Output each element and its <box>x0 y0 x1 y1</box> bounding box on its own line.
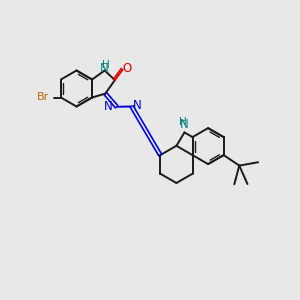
Text: N: N <box>104 100 113 113</box>
Text: H: H <box>102 60 110 70</box>
Text: H: H <box>179 117 187 127</box>
Text: N: N <box>179 118 188 131</box>
Text: Br: Br <box>37 92 49 103</box>
Text: N: N <box>100 62 109 75</box>
Text: N: N <box>133 99 142 112</box>
Text: O: O <box>122 62 131 75</box>
